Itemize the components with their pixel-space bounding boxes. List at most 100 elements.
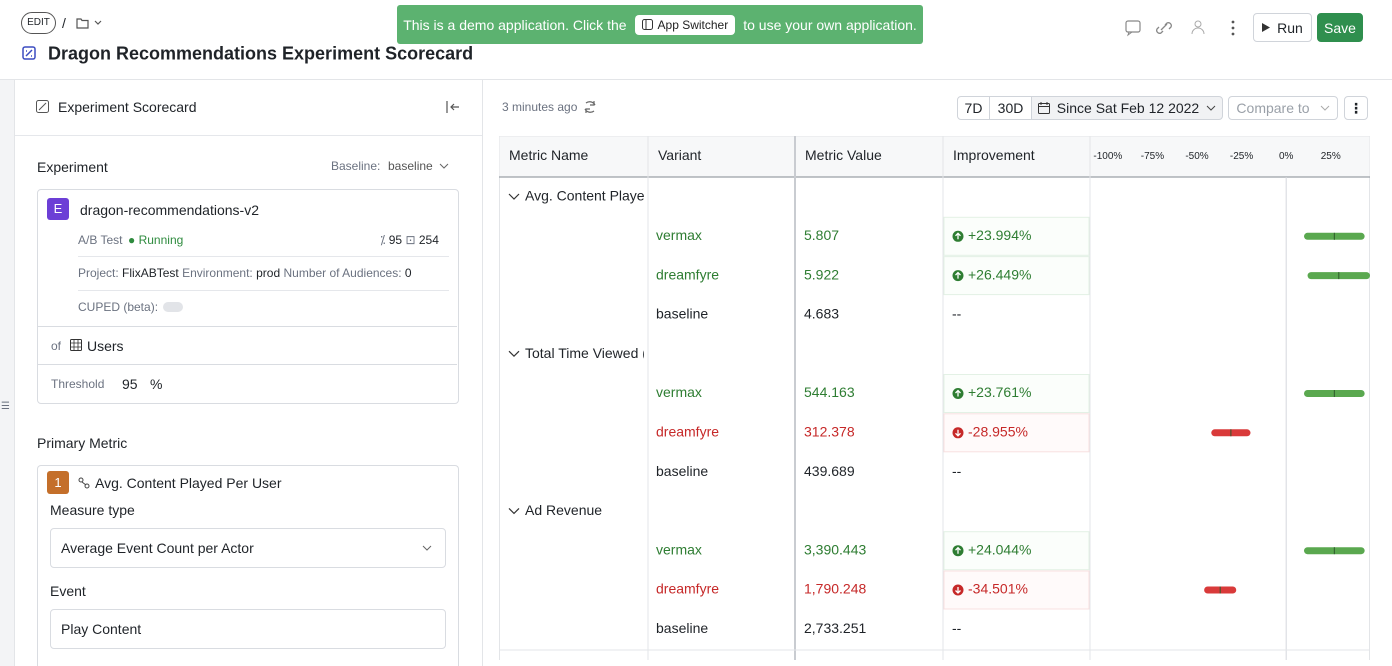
collapse-icon[interactable] xyxy=(445,99,461,115)
column-header: Metric Value xyxy=(805,147,882,163)
table-icon xyxy=(70,339,82,351)
divider xyxy=(15,135,482,136)
header-row xyxy=(499,136,1370,178)
project-label: Project: xyxy=(78,266,119,280)
divider xyxy=(78,256,449,257)
percent-icon: ⁒ xyxy=(380,233,386,247)
section-heading: Experiment xyxy=(37,159,108,175)
header xyxy=(0,0,1392,80)
scorecard-table: Metric Name Variant Metric Value Improvemen… xyxy=(499,136,1370,660)
run-button[interactable]: Run xyxy=(1253,13,1312,42)
metric-value: 3,390.443 xyxy=(804,541,866,557)
link-icon[interactable] xyxy=(1156,22,1172,34)
status-text: Running xyxy=(138,233,184,247)
improvement-cell xyxy=(943,374,1090,413)
experiment-name[interactable]: dragon-recommendations-v2 xyxy=(80,202,259,218)
range-button[interactable]: 7D xyxy=(957,96,990,120)
improvement: -34.501% xyxy=(968,581,1028,597)
confidence: 95 xyxy=(388,233,403,247)
folder-icon[interactable] xyxy=(76,16,104,30)
audiences-label: Number of Audiences: xyxy=(283,266,402,280)
expand-chevron[interactable] xyxy=(508,193,520,200)
trend-arrow xyxy=(955,429,961,437)
improvement: -- xyxy=(952,620,962,636)
variant: baseline xyxy=(656,463,708,479)
expand-chevron[interactable] xyxy=(508,507,520,515)
metric-name: Ad Revenue xyxy=(525,502,602,518)
users-icon[interactable] xyxy=(1191,20,1205,35)
compare-button[interactable]: Compare to xyxy=(1228,96,1338,120)
calendar-icon: ⊡ xyxy=(405,233,416,247)
field-label: Measure type xyxy=(50,502,135,518)
variant: vermax xyxy=(656,384,702,400)
cuped-toggle[interactable] xyxy=(163,302,183,312)
metric-value: 5.807 xyxy=(804,227,839,243)
event-input[interactable] xyxy=(50,609,446,649)
save-button[interactable]: Save xyxy=(1317,13,1363,42)
field-label: Event xyxy=(50,583,86,599)
environment-label: Environment: xyxy=(182,266,253,280)
threshold-unit: % xyxy=(150,376,163,392)
edit-pill[interactable]: EDIT xyxy=(21,12,56,34)
date-range-button[interactable]: Since Sat Feb 12 2022 xyxy=(1031,96,1223,120)
experiment-card xyxy=(37,189,459,404)
refresh-icon[interactable] xyxy=(582,99,598,115)
metric-value: 312.378 xyxy=(804,424,855,440)
improvement: +23.761% xyxy=(968,384,1031,400)
experiment-stats: ⁒ 95 ⊡ 254 xyxy=(380,233,439,247)
chevron-icon xyxy=(1206,105,1216,111)
improvement-cell xyxy=(943,531,1090,571)
interval-tick-label: -25% xyxy=(1230,151,1253,162)
improvement: -28.955% xyxy=(968,424,1028,440)
event-value: Play Content xyxy=(61,621,142,637)
improvement-cell xyxy=(943,570,1090,610)
test-type: A/B Test xyxy=(78,233,123,247)
threshold[interactable]: 95 xyxy=(122,376,138,392)
trend-arrow xyxy=(955,232,961,240)
divider xyxy=(38,364,457,365)
improvement: +24.044% xyxy=(968,541,1031,557)
measure-select[interactable] xyxy=(50,528,446,568)
interval-tick-label: -75% xyxy=(1141,151,1164,162)
metric-value: 4.683 xyxy=(804,306,839,322)
interval-tick-label: -50% xyxy=(1185,151,1208,162)
entity[interactable]: Users xyxy=(87,338,124,354)
switcher-icon xyxy=(641,19,653,30)
app-switcher-label: App Switcher xyxy=(657,17,729,32)
metric-name: Avg. Content Played Per User xyxy=(525,188,712,204)
expand-chevron[interactable] xyxy=(508,350,520,358)
chevron-icon[interactable] xyxy=(439,162,449,170)
improvement-cell xyxy=(943,413,1090,453)
project: FlixABTest xyxy=(122,266,179,280)
environment: prod xyxy=(256,266,281,280)
variant: dreamfyre xyxy=(656,266,719,282)
metric-name: Avg. Content Played Per User xyxy=(95,475,282,491)
trend-arrow xyxy=(955,389,961,397)
variant: vermax xyxy=(656,541,702,557)
baseline-label: Baseline: xyxy=(331,159,381,173)
play-icon xyxy=(1262,23,1271,32)
panel-title: Experiment Scorecard xyxy=(58,99,197,115)
comment-icon[interactable] xyxy=(1125,20,1141,37)
metric-value: 2,733.251 xyxy=(804,620,866,636)
improvement: +26.449% xyxy=(968,266,1031,282)
trend-arrow xyxy=(955,546,961,554)
left-strip xyxy=(0,80,15,666)
run-label: Run xyxy=(1277,19,1303,36)
more-icon[interactable] xyxy=(1231,20,1235,36)
date-range: Since Sat Feb 12 2022 xyxy=(1056,100,1200,116)
more-button[interactable]: ⋮ xyxy=(1344,96,1368,120)
banner-text: to use your own application. xyxy=(743,16,917,33)
range-button[interactable]: 30D xyxy=(989,96,1032,120)
baseline-select[interactable]: baseline xyxy=(388,159,433,173)
app-switcher-button[interactable]: App Switcher xyxy=(634,14,736,35)
column-header: Metric Name xyxy=(509,147,589,163)
section-heading: Primary Metric xyxy=(37,435,128,451)
calendar-icon xyxy=(1037,102,1050,114)
metric-value: 5.922 xyxy=(804,266,839,282)
experiment-meta: Project: FlixABTest Environment: prod Nu… xyxy=(78,266,412,280)
drag-handle[interactable]: ☰ xyxy=(1,401,10,412)
toolbar-icons xyxy=(1125,20,1235,37)
title-icon xyxy=(22,46,36,60)
metric-value: 544.163 xyxy=(804,384,855,400)
